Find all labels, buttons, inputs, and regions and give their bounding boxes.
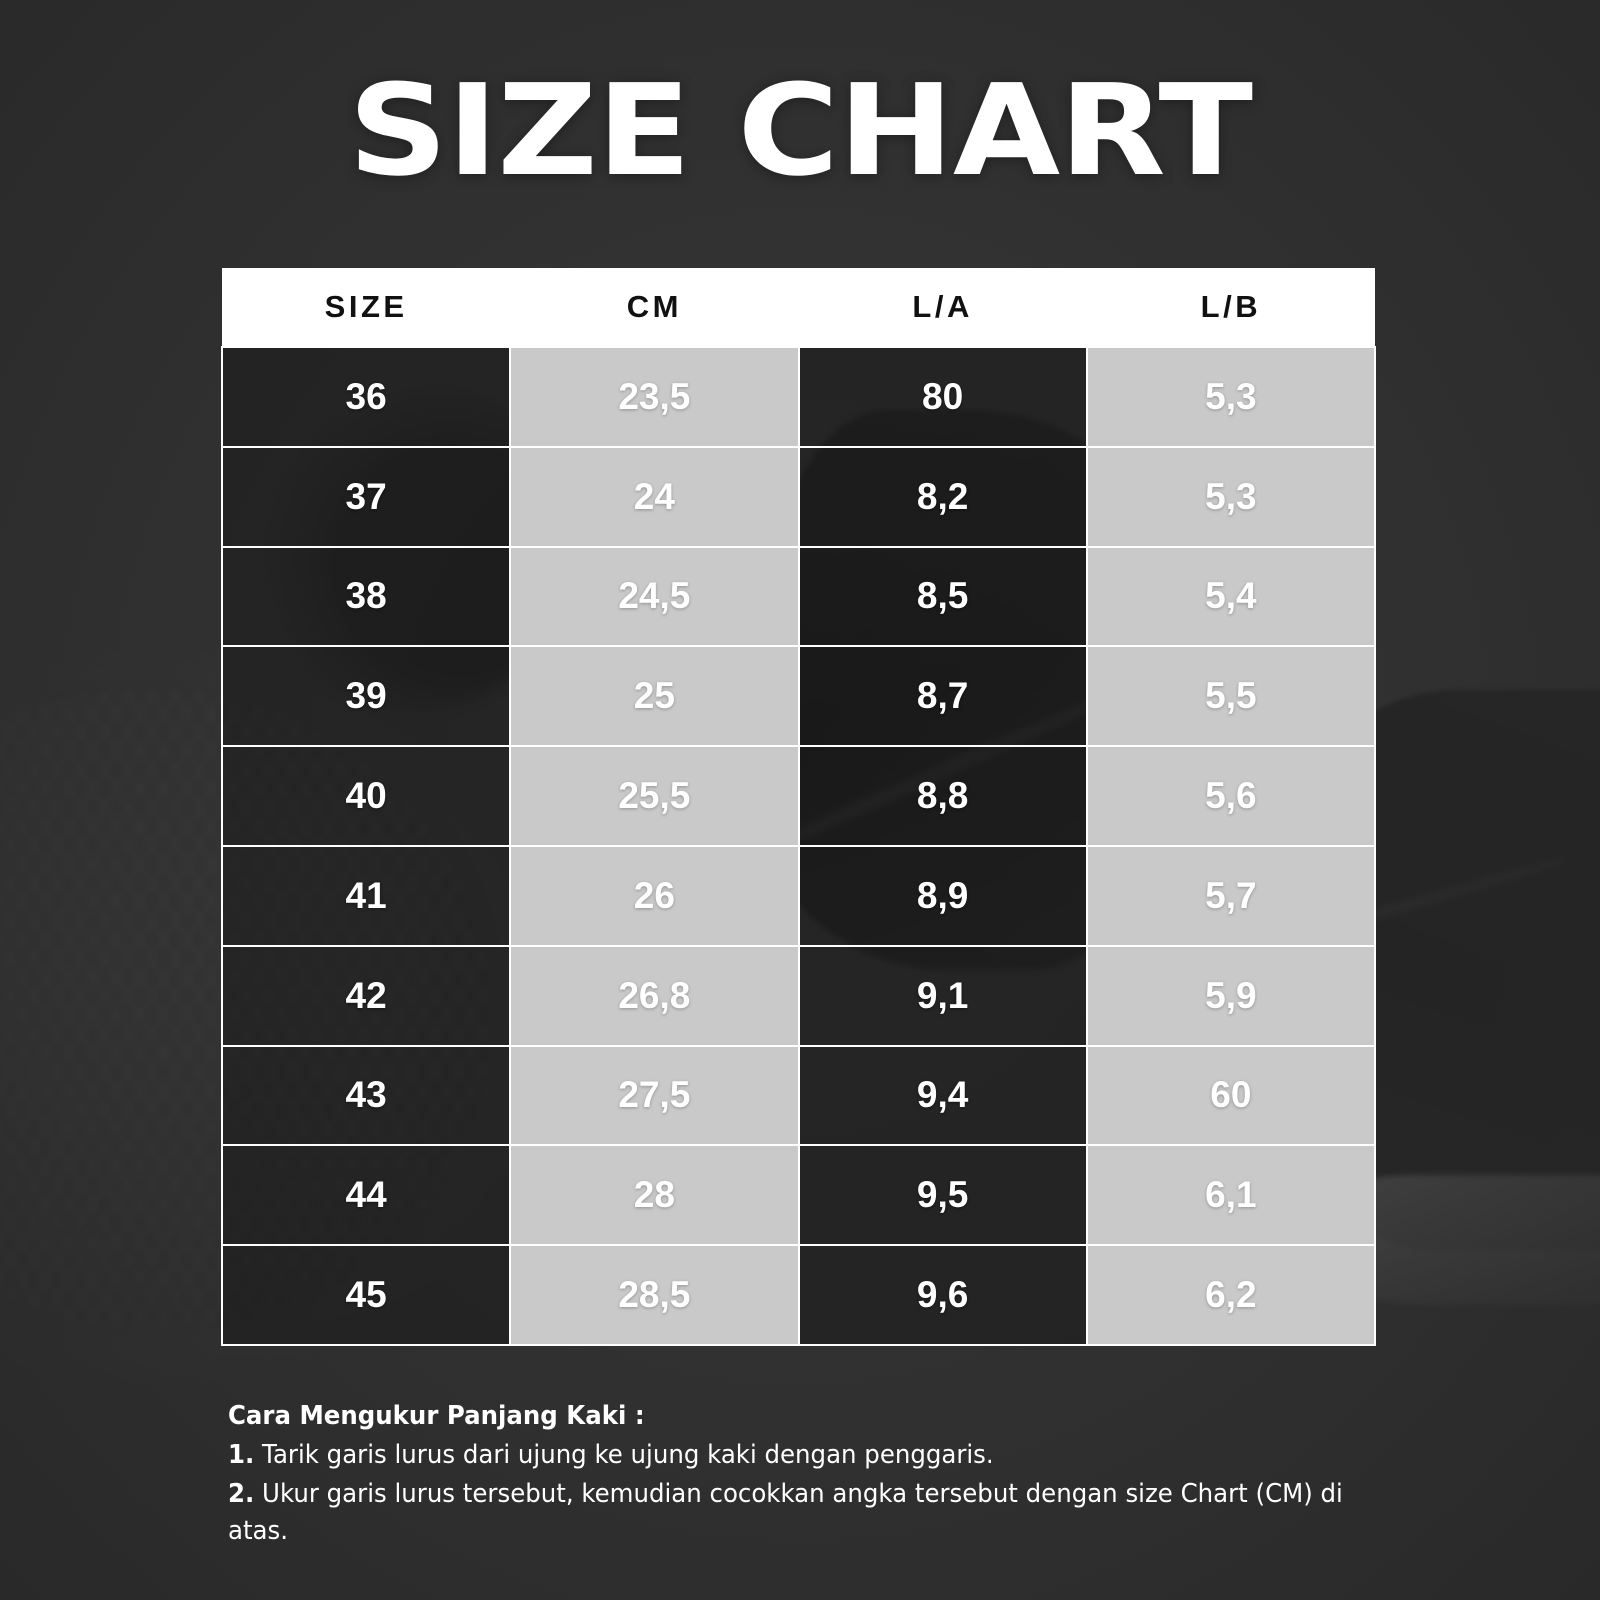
cell-la: 9,4 bbox=[797, 1044, 1088, 1147]
cell-lb: 5,3 bbox=[1085, 346, 1377, 448]
instruction-step-2-number: 2. bbox=[228, 1478, 255, 1509]
size-chart-table-wrapper: SIZE CM L/A L/B 36 23,5 80 5,3 37 24 8,2 bbox=[220, 268, 1377, 1346]
cell-lb: 6,2 bbox=[1085, 1244, 1377, 1346]
cell-size: 40 bbox=[220, 745, 512, 847]
cell-cm: 25 bbox=[509, 645, 800, 748]
cell-size: 39 bbox=[220, 645, 512, 748]
table-row: 45 28,5 9,6 6,2 bbox=[220, 1244, 1377, 1346]
cell-lb: 5,3 bbox=[1085, 445, 1377, 548]
cell-cm: 25,5 bbox=[509, 745, 800, 847]
table-row: 39 25 8,7 5,5 bbox=[220, 645, 1377, 748]
instruction-step-2-text: Ukur garis lurus tersebut, kemudian coco… bbox=[228, 1478, 1343, 1546]
cell-la: 9,5 bbox=[797, 1144, 1088, 1247]
cell-la: 8,8 bbox=[797, 745, 1088, 847]
cell-size: 41 bbox=[220, 844, 512, 947]
cell-la: 9,6 bbox=[797, 1244, 1088, 1346]
cell-cm: 24,5 bbox=[509, 545, 800, 648]
cell-cm: 27,5 bbox=[509, 1044, 800, 1147]
instruction-step-1-text: Tarik garis lurus dari ujung ke ujung ka… bbox=[254, 1439, 994, 1470]
cell-lb: 60 bbox=[1085, 1044, 1377, 1147]
table-row: 37 24 8,2 5,3 bbox=[220, 445, 1377, 548]
cell-la: 80 bbox=[797, 346, 1088, 448]
cell-size: 37 bbox=[220, 445, 512, 548]
table-row: 36 23,5 80 5,3 bbox=[220, 346, 1377, 448]
table-row: 43 27,5 9,4 60 bbox=[220, 1044, 1377, 1147]
cell-size: 38 bbox=[220, 545, 512, 648]
cell-lb: 5,7 bbox=[1085, 844, 1377, 947]
cell-lb: 5,4 bbox=[1085, 545, 1377, 648]
cell-size: 42 bbox=[220, 944, 512, 1047]
cell-cm: 23,5 bbox=[509, 346, 800, 448]
cell-size: 43 bbox=[220, 1044, 512, 1147]
cell-la: 8,9 bbox=[797, 844, 1088, 947]
cell-lb: 5,5 bbox=[1085, 645, 1377, 748]
cell-la: 8,5 bbox=[797, 545, 1088, 648]
instruction-step-1-number: 1. bbox=[228, 1439, 255, 1470]
cell-lb: 6,1 bbox=[1085, 1144, 1377, 1247]
column-header-size: SIZE bbox=[222, 268, 511, 347]
cell-lb: 5,9 bbox=[1085, 944, 1377, 1047]
table-row: 40 25,5 8,8 5,6 bbox=[220, 745, 1377, 847]
size-chart-table: SIZE CM L/A L/B 36 23,5 80 5,3 37 24 8,2 bbox=[220, 268, 1377, 1346]
table-row: 41 26 8,9 5,7 bbox=[220, 844, 1377, 947]
column-header-cm: CM bbox=[510, 268, 799, 347]
cell-la: 8,2 bbox=[797, 445, 1088, 548]
cell-size: 36 bbox=[220, 346, 512, 448]
table-row: 44 28 9,5 6,1 bbox=[220, 1144, 1377, 1247]
column-header-la: L/A bbox=[798, 268, 1087, 347]
cell-size: 44 bbox=[220, 1144, 512, 1247]
cell-cm: 28,5 bbox=[509, 1244, 800, 1346]
table-header-row: SIZE CM L/A L/B bbox=[222, 268, 1375, 347]
instructions-heading: Cara Mengukur Panjang Kaki : bbox=[228, 1401, 645, 1431]
cell-size: 45 bbox=[220, 1244, 512, 1346]
cell-cm: 24 bbox=[509, 445, 800, 548]
page-title: SIZE CHART bbox=[348, 57, 1253, 204]
column-header-lb: L/B bbox=[1086, 268, 1375, 347]
cell-lb: 5,6 bbox=[1085, 745, 1377, 847]
measuring-instructions: Cara Mengukur Panjang Kaki : 1. Tarik ga… bbox=[228, 1398, 1347, 1550]
cell-cm: 28 bbox=[509, 1144, 800, 1247]
cell-cm: 26 bbox=[509, 844, 800, 947]
table-row: 38 24,5 8,5 5,4 bbox=[220, 545, 1377, 648]
cell-la: 8,7 bbox=[797, 645, 1088, 748]
instruction-step-2: 2. Ukur garis lurus tersebut, kemudian c… bbox=[228, 1476, 1347, 1550]
instruction-step-1: 1. Tarik garis lurus dari ujung ke ujung… bbox=[228, 1437, 1347, 1474]
cell-cm: 26,8 bbox=[509, 944, 800, 1047]
cell-la: 9,1 bbox=[797, 944, 1088, 1047]
table-row: 42 26,8 9,1 5,9 bbox=[220, 944, 1377, 1047]
